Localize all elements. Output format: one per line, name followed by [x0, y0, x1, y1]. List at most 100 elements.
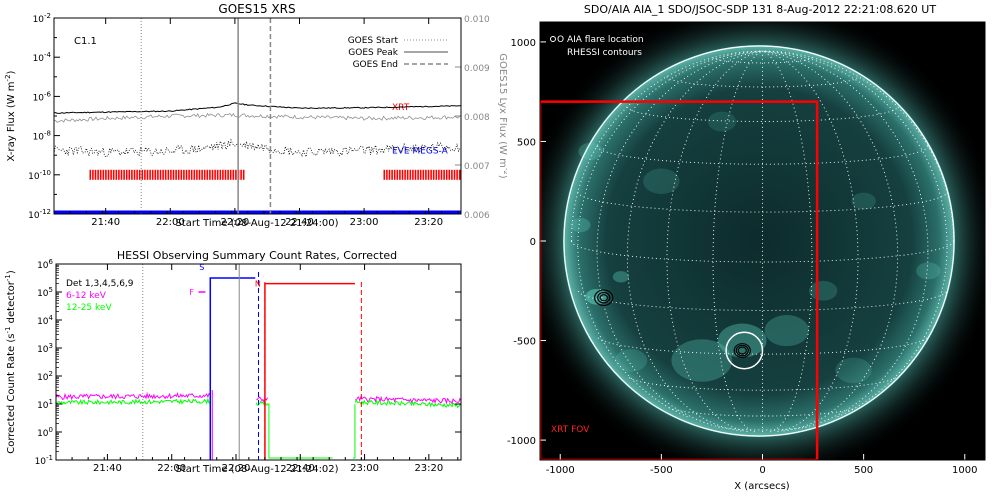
- goes-ytick-label: 10-4: [33, 51, 52, 64]
- goes-ylabel: X-ray Flux (W m-2): [4, 70, 17, 161]
- xrt-coverage-tick: [159, 169, 162, 180]
- hessi-flag-f: F: [189, 288, 194, 297]
- xrt-coverage-tick: [206, 169, 209, 180]
- solar-brightening: [578, 142, 603, 160]
- aia-xtick-label: 0: [759, 465, 765, 476]
- hessi-ytick-label: 102: [37, 370, 53, 383]
- latitude-line: [718, 426, 807, 431]
- goes-y2tick-label: 0.006: [464, 211, 490, 221]
- xrt-coverage-tick: [419, 169, 422, 180]
- xrt-coverage-tick: [92, 169, 94, 180]
- hessi-ytick-label: 100: [37, 426, 53, 439]
- hessi-xtick-label: 22:40: [286, 463, 315, 474]
- rhessi-contour: [594, 289, 614, 307]
- hessi-ytick-label: 105: [37, 286, 53, 299]
- xrt-coverage-tick: [227, 169, 229, 180]
- xrt-coverage-tick: [185, 169, 188, 180]
- solar-brightening: [835, 357, 872, 384]
- solar-brightening: [671, 339, 733, 382]
- xrt-coverage-tick: [211, 169, 214, 180]
- latitude-line: [628, 377, 897, 391]
- solar-limb: [563, 45, 955, 437]
- aia-overlays: [540, 36, 819, 460]
- aia-frame: [539, 21, 986, 461]
- goes-title: GOES15 XRS: [218, 2, 295, 16]
- xrt-coverage-tick: [391, 169, 393, 180]
- hessi-frame: [55, 263, 462, 461]
- xrt-coverage-tick: [89, 169, 92, 180]
- goes-ytick-label: 10-8: [33, 130, 51, 143]
- aia-legend-circle-marker: [550, 36, 556, 42]
- xrt-coverage-tick: [409, 169, 412, 180]
- goes-y2tick-label: 0.010: [464, 15, 490, 25]
- solar-brightening: [570, 217, 591, 233]
- rhessi-contour: [599, 294, 608, 302]
- aia-ytick-label: -500: [513, 337, 536, 348]
- xrt-coverage-tick: [229, 169, 232, 180]
- rhessi-contour: [737, 346, 747, 355]
- goes-legend: GOES Start GOES Peak GOES End: [348, 36, 448, 70]
- xrt-coverage-band-1: [383, 169, 461, 180]
- goes-y2tick-label: 0.007: [464, 162, 490, 172]
- xrt-coverage-tick: [144, 169, 146, 180]
- xrt-coverage-tick: [172, 169, 175, 180]
- xrt-coverage-tick: [425, 169, 427, 180]
- xrt-coverage-tick: [141, 169, 144, 180]
- hessi-ytick-label: 10-1: [35, 454, 53, 467]
- aia-ytick-label: -1000: [507, 436, 536, 447]
- xrt-coverage-tick: [386, 169, 388, 180]
- aia-xlabel: X (arcsecs): [734, 481, 790, 492]
- hessi-ytick-label: 104: [37, 314, 53, 327]
- xrt-coverage-tick: [94, 169, 97, 180]
- aia-axes: -1000 -500 0 500 1000 1000 500 0 -500 -1000: [507, 38, 978, 476]
- goes-legend-label: GOES Peak: [348, 48, 398, 58]
- xrt-coverage-tick: [427, 169, 430, 180]
- xrt-coverage-tick: [105, 169, 107, 180]
- goes-ytick-label: 10-12: [28, 208, 51, 221]
- xrt-coverage-tick: [99, 169, 102, 180]
- hessi-title: HESSI Observing Summary Count Rates, Cor…: [117, 249, 397, 262]
- solar-brightening: [718, 323, 767, 358]
- hessi-gap-recovery: [352, 404, 356, 459]
- solar-brightening: [614, 349, 648, 372]
- xrt-fov-label: XRT FOV: [551, 425, 590, 435]
- xrt-coverage-tick: [201, 169, 203, 180]
- xrt-coverage-tick: [177, 169, 180, 180]
- xrt-coverage-tick: [157, 169, 159, 180]
- xrt-coverage-tick: [396, 169, 399, 180]
- aia-ytick-label: 1000: [511, 38, 536, 49]
- latitude-line: [597, 337, 928, 355]
- xrt-coverage-tick: [209, 169, 211, 180]
- goes-plot-area: [54, 18, 461, 214]
- solar-brightening: [612, 271, 630, 283]
- latitude-line: [570, 240, 955, 263]
- xrt-coverage-tick: [136, 169, 138, 180]
- hessi-legend-entry: Det 1,3,4,5,6,9: [66, 279, 134, 289]
- xrt-coverage-tick: [167, 169, 170, 180]
- xrt-coverage-tick: [214, 169, 216, 180]
- goes-xtick-label: 22:00: [156, 217, 185, 228]
- goes-xrs-short-series: [54, 138, 461, 159]
- hessi-legend: Det 1,3,4,5,6,9 6-12 keV 12-25 keV: [66, 279, 134, 313]
- hessi-legend-entry: 12-25 keV: [66, 303, 112, 313]
- xrt-coverage-tick: [216, 169, 219, 180]
- xrt-fov-box: [540, 100, 819, 460]
- xrt-coverage-tick: [393, 169, 396, 180]
- xrt-coverage-tick: [432, 169, 435, 180]
- xrt-coverage-tick: [175, 169, 177, 180]
- xrt-coverage-tick: [149, 169, 151, 180]
- xrt-coverage-tick: [188, 169, 190, 180]
- aia-panel: SDO/AIA AIA_1 SDO/JSOC-SDP 131 8-Aug-201…: [507, 0, 1000, 500]
- hessi-legend-entry: 6-12 keV: [66, 291, 107, 301]
- goes-lya-series: [54, 112, 461, 123]
- xrt-coverage-tick: [107, 169, 110, 180]
- aia-xtick-label: -500: [650, 465, 673, 476]
- aia-legend-rhessi-contours: RHESSI contours: [567, 48, 642, 58]
- solar-brightening: [851, 192, 876, 210]
- xrt-coverage-tick: [451, 169, 453, 180]
- aia-ytick-label: 500: [517, 137, 536, 148]
- xrt-coverage-tick: [440, 169, 443, 180]
